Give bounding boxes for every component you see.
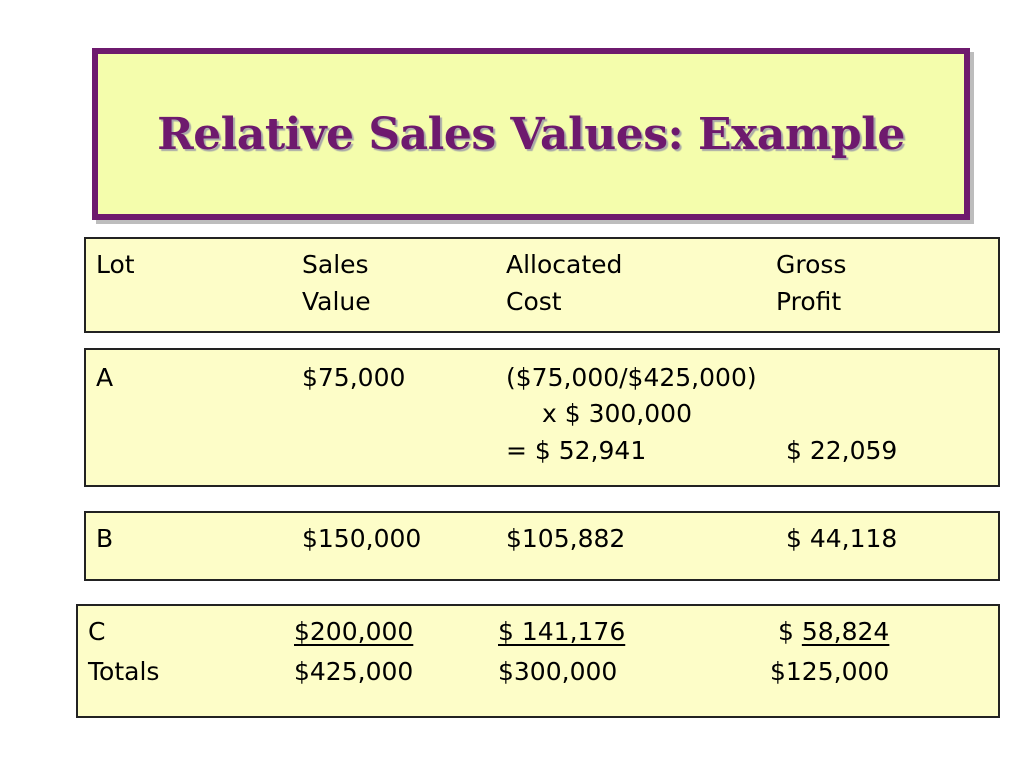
row-a-panel: A $75,000 ($75,000/$425,000) x $ 300,000… [84, 348, 1000, 487]
row-c-gross-prefix: $ [778, 617, 802, 646]
header-lot: Lot [96, 250, 135, 279]
header-gross-line1: Gross [776, 250, 847, 279]
totals-gross: $125,000 [770, 657, 890, 686]
title-box: Relative Sales Values: Example [92, 48, 970, 220]
row-c-totals-panel: C $200,000 $ 141,176 $ 58,824 Totals $42… [76, 604, 1000, 718]
row-b-lot: B [96, 524, 114, 553]
row-b-sales: $150,000 [302, 524, 422, 553]
row-a-allocated-formula: ($75,000/$425,000) [506, 363, 757, 392]
row-a-lot: A [96, 363, 114, 392]
row-a-gross: $ 22,059 [786, 436, 898, 465]
header-panel: Lot Sales Value Allocated Cost Gross Pro… [84, 237, 1000, 333]
header-gross-line2: Profit [776, 287, 842, 316]
row-a-allocated-result: = $ 52,941 [506, 436, 647, 465]
header-sales-line2: Value [302, 287, 371, 316]
row-c-gross: 58,824 [801, 617, 890, 646]
totals-allocated: $300,000 [498, 657, 618, 686]
header-allocated-line1: Allocated [506, 250, 623, 279]
row-c-sales: $200,000 [294, 617, 414, 646]
row-b-panel: B $150,000 $105,882 $ 44,118 [84, 511, 1000, 581]
header-allocated-line2: Cost [506, 287, 562, 316]
slide-title: Relative Sales Values: Example [157, 108, 905, 160]
row-a-allocated-multiplier: x $ 300,000 [542, 399, 692, 428]
header-sales-line1: Sales [302, 250, 369, 279]
row-b-gross: $ 44,118 [786, 524, 898, 553]
totals-sales: $425,000 [294, 657, 414, 686]
row-c-allocated: $ 141,176 [498, 617, 626, 646]
totals-label: Totals [88, 657, 160, 686]
row-c-lot: C [88, 617, 106, 646]
row-b-allocated: $105,882 [506, 524, 626, 553]
row-a-sales: $75,000 [302, 363, 406, 392]
row-c-gross-line: $ 58,824 [778, 614, 889, 650]
